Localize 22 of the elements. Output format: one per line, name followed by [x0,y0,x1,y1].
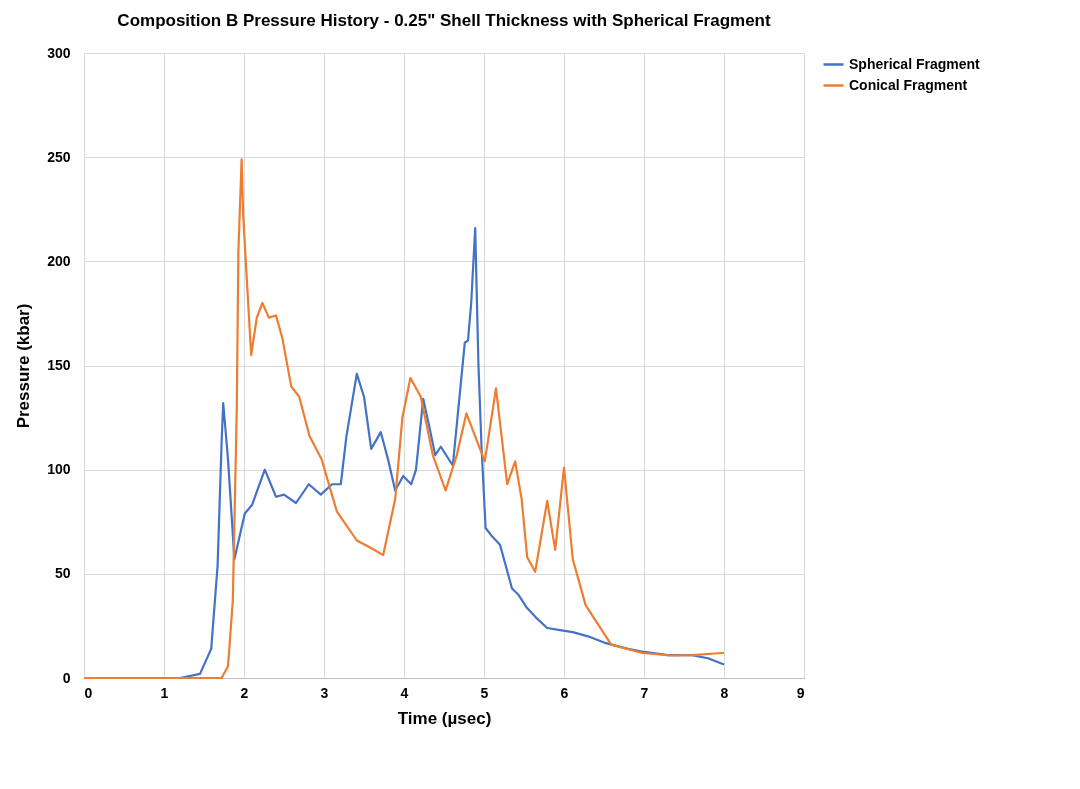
y-tick-label: 0 [62,669,71,686]
x-tick-label: 9 [796,684,805,701]
x-tick-label: 8 [720,684,729,701]
x-tick-label: 3 [320,684,329,701]
x-tick-label: 1 [160,684,169,701]
x-tick-label: 2 [240,684,249,701]
x-tick-label: 0 [84,684,93,701]
y-tick-label: 100 [47,461,71,478]
x-tick-label: 7 [640,684,649,701]
chart-title: Composition B Pressure History - 0.25" Shell Thickness with Spherical Fragment [117,11,771,30]
y-tick-label: 200 [47,252,71,269]
y-tick-label: 150 [47,357,71,373]
x-tick-label: 4 [400,684,409,701]
y-tick-label: 300 [47,44,71,61]
legend-label: Spherical Fragment [849,55,981,72]
x-axis-title: Time (µsec) [397,708,492,728]
x-tick-label: 6 [560,684,569,701]
y-axis-title: Pressure (kbar) [14,303,34,429]
y-tick-label: 250 [47,148,71,165]
y-tick-label: 50 [54,565,71,582]
legend-label: Conical Fragment [849,76,968,93]
x-tick-label: 5 [480,684,489,701]
